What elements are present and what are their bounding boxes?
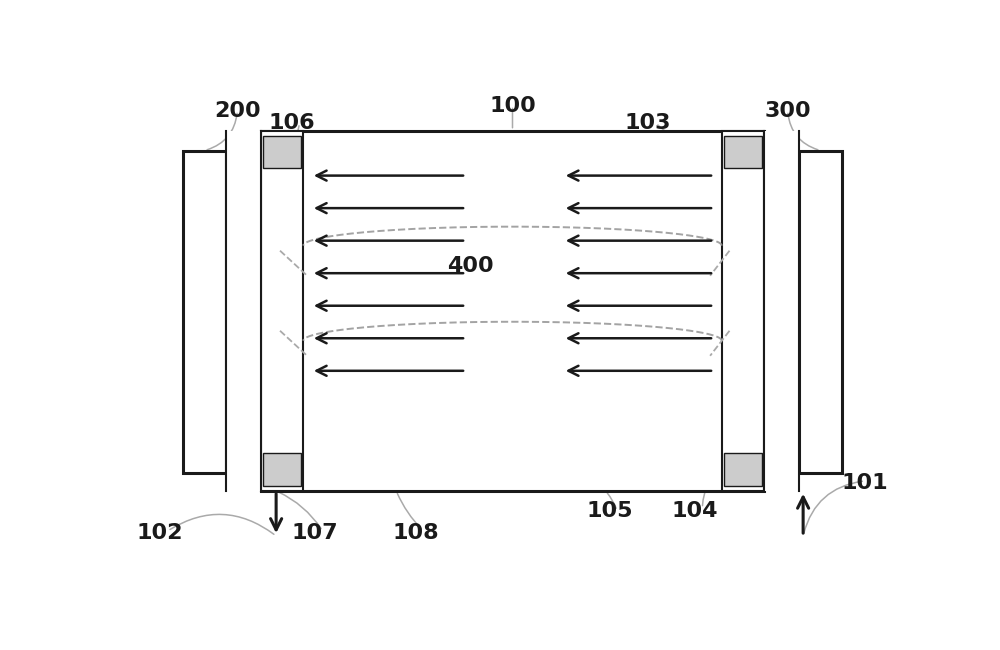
Text: 104: 104 xyxy=(671,501,718,521)
Bar xyxy=(226,131,261,491)
Bar xyxy=(724,454,762,486)
Bar xyxy=(261,131,764,491)
Text: 103: 103 xyxy=(625,113,671,133)
Bar xyxy=(183,151,226,473)
Text: 106: 106 xyxy=(268,113,315,133)
Bar xyxy=(724,136,762,168)
Text: 100: 100 xyxy=(489,96,536,116)
Text: 400: 400 xyxy=(447,255,493,276)
Text: 105: 105 xyxy=(586,501,633,521)
Bar xyxy=(263,454,301,486)
Bar xyxy=(722,131,764,491)
Text: 101: 101 xyxy=(842,473,888,493)
Bar xyxy=(263,136,301,168)
Text: 300: 300 xyxy=(764,101,811,120)
Bar xyxy=(764,131,799,491)
Text: 102: 102 xyxy=(137,523,183,543)
Text: 200: 200 xyxy=(214,101,261,120)
Bar xyxy=(799,151,842,473)
Bar xyxy=(261,131,303,491)
Text: 108: 108 xyxy=(392,523,439,543)
Text: 107: 107 xyxy=(292,523,338,543)
